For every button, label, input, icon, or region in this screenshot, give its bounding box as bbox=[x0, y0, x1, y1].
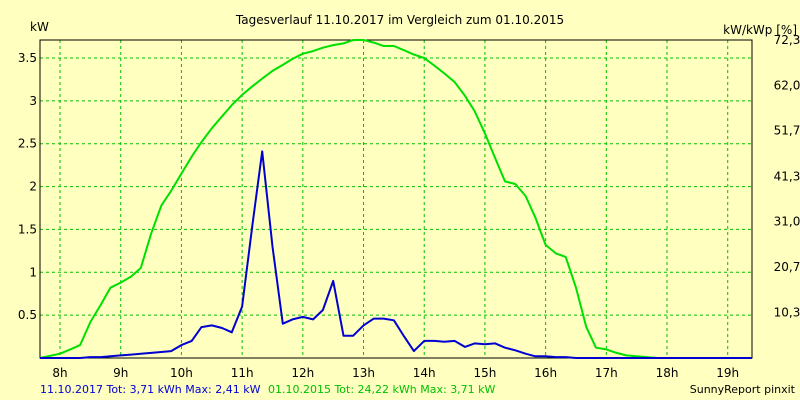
x-tick-label: 10h bbox=[170, 366, 193, 380]
right-tick-labels: 10,3 20,7 31,0 41,3 51,7 62,0 72,3 bbox=[774, 33, 800, 320]
y-tick-label: 3 bbox=[29, 94, 37, 108]
chart-title: Tagesverlauf 11.10.2017 im Vergleich zum… bbox=[235, 13, 564, 27]
y-tick-label: 2 bbox=[29, 180, 37, 194]
x-tick-label: 15h bbox=[473, 366, 496, 380]
right-tick-label: 72,3 bbox=[774, 33, 800, 47]
x-tick-label: 8h bbox=[52, 366, 67, 380]
legend-2017-summary: 11.10.2017 Tot: 3,71 kWh Max: 2,41 kW bbox=[40, 383, 261, 396]
left-tick-labels: 0.5 1 1.5 2 2.5 3 3.5 bbox=[18, 51, 37, 322]
x-tick-label: 9h bbox=[113, 366, 128, 380]
x-tick-label: 18h bbox=[656, 366, 679, 380]
right-tick-label: 10,3 bbox=[774, 306, 800, 320]
footer-legend: 11.10.2017 Tot: 3,71 kWh Max: 2,41 kW 01… bbox=[40, 383, 496, 396]
right-tick-label: 31,0 bbox=[774, 215, 800, 229]
plot-frame bbox=[39, 39, 753, 359]
y-tick-label: 1 bbox=[29, 265, 37, 279]
legend-2015-summary: 01.10.2015 Tot: 24,22 kWh Max: 3,71 kW bbox=[268, 383, 496, 396]
right-axis-label: kW/kWp [%] bbox=[723, 23, 797, 37]
x-tick-label: 13h bbox=[352, 366, 375, 380]
right-tick-label: 41,3 bbox=[774, 169, 800, 183]
grid bbox=[40, 40, 752, 358]
series-lines bbox=[39, 39, 752, 359]
right-tick-label: 20,7 bbox=[774, 260, 800, 274]
footer-credit: SunnyReport pinxit bbox=[690, 383, 796, 396]
x-tick-label: 11h bbox=[231, 366, 254, 380]
y-tick-label: 1.5 bbox=[18, 222, 37, 236]
y-tick-label: 3.5 bbox=[18, 51, 37, 65]
x-tick-label: 17h bbox=[595, 366, 618, 380]
x-tick-label: 16h bbox=[534, 366, 557, 380]
series-line-01.10.2015 bbox=[39, 39, 752, 359]
right-tick-label: 51,7 bbox=[774, 124, 800, 138]
x-tick-label: 12h bbox=[291, 366, 314, 380]
y-tick-label: 0.5 bbox=[18, 308, 37, 322]
x-tick-labels: 8h 9h 10h 11h 12h 13h 14h 15h 16h 17h 18h 19h bbox=[52, 366, 739, 380]
x-tick-label: 14h bbox=[413, 366, 436, 380]
series-line-11.10.2017 bbox=[40, 150, 752, 359]
left-axis-label: kW bbox=[30, 20, 49, 34]
y-tick-label: 2.5 bbox=[18, 137, 37, 151]
right-tick-label: 62,0 bbox=[774, 78, 800, 92]
x-tick-label: 19h bbox=[716, 366, 739, 380]
